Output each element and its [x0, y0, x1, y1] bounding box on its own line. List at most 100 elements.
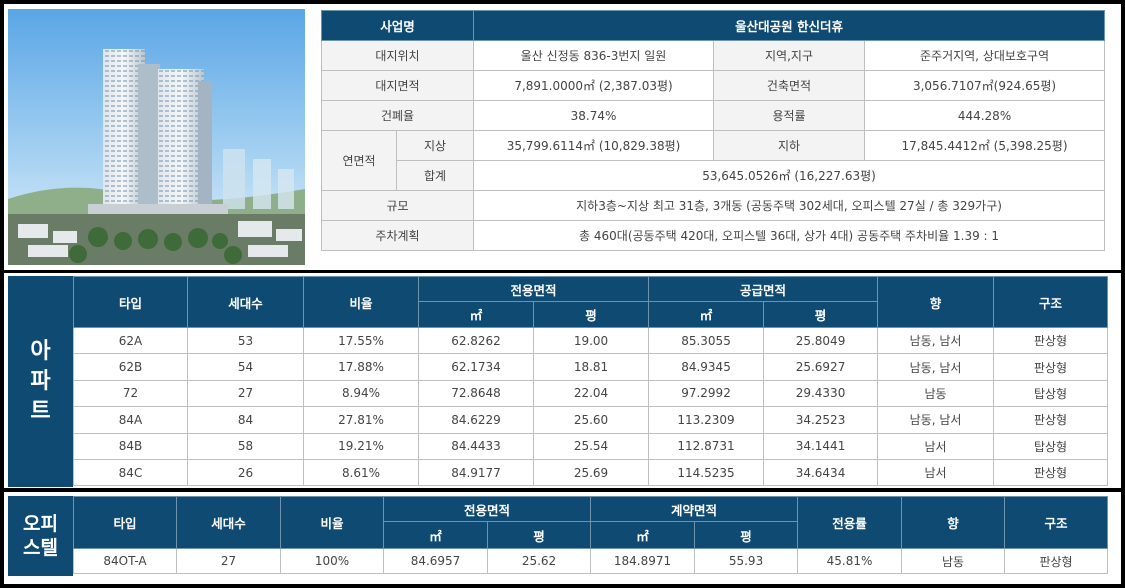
- table-cell: 72.8648: [418, 379, 534, 408]
- project-name: 울산대공원 한신더휴: [473, 10, 1106, 41]
- col-exclusive-area: 전용면적: [382, 496, 592, 522]
- table-cell: 100%: [280, 548, 384, 574]
- gfa-label: 연면적: [321, 130, 397, 191]
- table-cell: 남동: [877, 379, 995, 408]
- zone-label: 지역,지구: [713, 40, 866, 71]
- table-cell: 34.2523: [763, 406, 879, 434]
- col-supply-pyeong: 평: [763, 301, 879, 328]
- table-cell: 27: [187, 379, 304, 408]
- table-cell: 84OT-A: [73, 548, 177, 574]
- table-cell: 8.61%: [303, 458, 419, 487]
- table-row: 62A 53 17.55% 62.8262 19.00 85.3055 25.8049 남동,…: [73, 326, 1109, 355]
- table-cell: 54: [187, 353, 304, 381]
- officetel-type-table: 타입 세대수 비율 전용면적 계약면적 전용률 향 구조 ㎡ 평 ㎡ 평 84O…: [73, 496, 1109, 574]
- table-cell: 17.88%: [303, 353, 419, 381]
- col-structure: 구조: [993, 276, 1109, 328]
- table-cell: 25.69: [532, 458, 650, 487]
- col-exclusive-sqm: ㎡: [383, 521, 488, 549]
- table-row: 72 27 8.94% 72.8648 22.04 97.2992 29.4330 남동 탑상형: [73, 379, 1109, 408]
- table-cell: 34.6434: [763, 458, 879, 487]
- building-rendering-illustration: [8, 9, 305, 265]
- col-structure: 구조: [1004, 496, 1109, 549]
- table-cell: 84.4433: [418, 432, 534, 460]
- site-area: 7,891.0000㎡ (2,387.03평): [473, 70, 715, 101]
- table-cell: 남동, 남서: [877, 326, 995, 355]
- table-row: 84C 26 8.61% 84.9177 25.69 114.5235 34.6434 남서 판…: [73, 458, 1109, 487]
- table-cell: 58: [187, 432, 304, 460]
- far: 444.28%: [864, 100, 1106, 131]
- building-rendering-image: [8, 9, 305, 265]
- table-cell: 84B: [73, 432, 188, 460]
- col-households: 세대수: [176, 496, 281, 549]
- col-exclusive-pyeong: 평: [486, 521, 592, 549]
- col-type: 타입: [73, 496, 177, 549]
- parking: 총 460대(공동주택 420대, 오피스텔 36대, 상가 4대) 공동주택 …: [473, 220, 1106, 251]
- table-cell: 판상형: [993, 458, 1109, 487]
- table-cell: 62.8262: [418, 326, 534, 355]
- col-supply-sqm: ㎡: [648, 301, 765, 328]
- table-cell: 판상형: [993, 353, 1109, 381]
- table-cell: 27: [176, 548, 281, 574]
- table-cell: 84.9345: [648, 353, 765, 381]
- apartment-rows: 62A 53 17.55% 62.8262 19.00 85.3055 25.8049 남동,…: [73, 326, 1109, 487]
- table-cell: 남동, 남서: [877, 406, 995, 434]
- col-ratio: 비율: [280, 496, 384, 549]
- table-cell: 판상형: [1004, 548, 1109, 574]
- apartment-label-char: 파: [30, 368, 51, 394]
- table-cell: 55.93: [694, 548, 799, 574]
- col-exclusive-area: 전용면적: [417, 276, 650, 302]
- table-cell: 25.60: [532, 406, 650, 434]
- col-type: 타입: [73, 276, 188, 328]
- scale: 지하3층~지상 최고 31층, 3개동 (공동주택 302세대, 오피스텔 27…: [473, 190, 1106, 221]
- officetel-label-line: 오피: [23, 513, 58, 535]
- col-contract-pyeong: 평: [694, 521, 799, 549]
- col-ratio: 비율: [303, 276, 419, 328]
- site-area-label: 대지면적: [320, 70, 475, 101]
- table-cell: 판상형: [993, 406, 1109, 434]
- table-cell: 25.54: [532, 432, 650, 460]
- table-cell: 72: [73, 379, 188, 408]
- table-cell: 남동, 남서: [877, 353, 995, 381]
- total-area-label: 합계: [395, 160, 475, 191]
- table-cell: 84.6229: [418, 406, 534, 434]
- table-cell: 84C: [73, 458, 188, 487]
- site-location-label: 대지위치: [320, 40, 475, 71]
- table-cell: 탑상형: [993, 432, 1109, 460]
- table-cell: 25.8049: [763, 326, 879, 355]
- project-summary-table: 사업명 울산대공원 한신더휴 대지위치 울산 신정동 836-3번지 일원 지역…: [320, 10, 1106, 251]
- table-cell: 84.6957: [383, 548, 488, 574]
- col-contract-area: 계약면적: [590, 496, 799, 522]
- table-cell: 62A: [73, 326, 188, 355]
- officetel-section-label: 오피 스텔: [8, 496, 73, 576]
- parking-label: 주차계획: [320, 220, 475, 251]
- col-exclusive-pyeong: 평: [532, 301, 650, 328]
- table-cell: 84.9177: [418, 458, 534, 487]
- below-ground-label: 지하: [713, 130, 866, 161]
- col-supply-area: 공급면적: [648, 276, 879, 302]
- table-cell: 114.5235: [648, 458, 765, 487]
- table-cell: 19.21%: [303, 432, 419, 460]
- table-cell: 113.2309: [648, 406, 765, 434]
- table-cell: 84A: [73, 406, 188, 434]
- table-cell: 25.62: [486, 548, 592, 574]
- table-cell: 62B: [73, 353, 188, 381]
- table-cell: 판상형: [993, 326, 1109, 355]
- col-exclusive-rate: 전용률: [797, 496, 903, 549]
- officetel-label-line: 스텔: [23, 537, 58, 559]
- table-cell: 남서: [877, 458, 995, 487]
- coverage-label: 건폐율: [320, 100, 475, 131]
- table-cell: 184.8971: [590, 548, 696, 574]
- site-location: 울산 신정동 836-3번지 일원: [473, 40, 715, 71]
- table-cell: 8.94%: [303, 379, 419, 408]
- table-cell: 탑상형: [993, 379, 1109, 408]
- above-ground-area: 35,799.6114㎡ (10,829.38평): [473, 130, 715, 161]
- col-exclusive-sqm: ㎡: [418, 301, 534, 328]
- table-cell: 남서: [877, 432, 995, 460]
- zone: 준주거지역, 상대보호구역: [864, 40, 1106, 71]
- col-direction: 향: [901, 496, 1006, 549]
- table-cell: 29.4330: [763, 379, 879, 408]
- table-cell: 남동: [901, 548, 1006, 574]
- table-cell: 112.8731: [648, 432, 765, 460]
- below-ground-area: 17,845.4412㎡ (5,398.25평): [864, 130, 1106, 161]
- col-contract-sqm: ㎡: [590, 521, 696, 549]
